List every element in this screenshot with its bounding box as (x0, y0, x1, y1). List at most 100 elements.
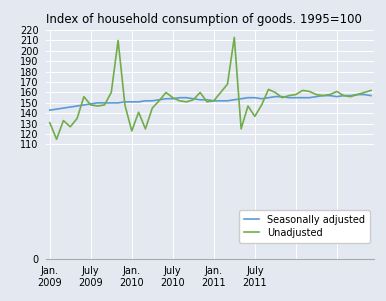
Seasonally adjusted (232, 98, 237, 101)
Seasonally adjusted (369, 94, 373, 98)
Unadjusted (191, 98, 196, 101)
Unadjusted (259, 103, 264, 107)
Seasonally adjusted (143, 99, 148, 103)
Unadjusted (109, 91, 113, 94)
Unadjusted (95, 104, 100, 108)
Unadjusted (68, 125, 73, 129)
Unadjusted (239, 127, 244, 131)
Unadjusted (205, 100, 209, 104)
Unadjusted (245, 104, 250, 108)
Seasonally adjusted (47, 108, 52, 112)
Unadjusted (218, 91, 223, 94)
Unadjusted (348, 95, 353, 98)
Unadjusted (143, 127, 148, 131)
Unadjusted (273, 91, 278, 94)
Unadjusted (266, 88, 271, 91)
Seasonally adjusted (191, 97, 196, 101)
Line: Seasonally adjusted: Seasonally adjusted (50, 95, 371, 110)
Unadjusted (212, 99, 216, 103)
Unadjusted (81, 95, 86, 98)
Unadjusted (88, 103, 93, 107)
Seasonally adjusted (335, 95, 339, 98)
Seasonally adjusted (341, 94, 346, 98)
Unadjusted (47, 121, 52, 124)
Seasonally adjusted (102, 101, 107, 105)
Seasonally adjusted (259, 97, 264, 101)
Unadjusted (225, 82, 230, 86)
Unadjusted (157, 99, 161, 103)
Unadjusted (54, 138, 59, 141)
Line: Unadjusted: Unadjusted (50, 37, 371, 139)
Unadjusted (335, 90, 339, 93)
Unadjusted (150, 106, 154, 110)
Seasonally adjusted (129, 100, 134, 104)
Seasonally adjusted (348, 94, 353, 98)
Seasonally adjusted (184, 96, 189, 100)
Seasonally adjusted (328, 94, 332, 98)
Seasonally adjusted (95, 101, 100, 105)
Unadjusted (341, 94, 346, 98)
Seasonally adjusted (88, 102, 93, 106)
Seasonally adjusted (212, 99, 216, 103)
Unadjusted (287, 94, 291, 98)
Unadjusted (75, 117, 80, 120)
Seasonally adjusted (205, 98, 209, 101)
Seasonally adjusted (150, 99, 154, 103)
Seasonally adjusted (362, 93, 366, 96)
Unadjusted (300, 88, 305, 92)
Unadjusted (369, 88, 373, 92)
Seasonally adjusted (54, 107, 59, 111)
Seasonally adjusted (116, 101, 120, 105)
Seasonally adjusted (198, 98, 202, 101)
Seasonally adjusted (218, 99, 223, 103)
Unadjusted (321, 94, 325, 98)
Unadjusted (362, 91, 366, 94)
Unadjusted (293, 93, 298, 96)
Unadjusted (171, 96, 175, 100)
Unadjusted (164, 91, 168, 94)
Seasonally adjusted (314, 95, 318, 98)
Seasonally adjusted (177, 96, 182, 100)
Seasonally adjusted (252, 96, 257, 100)
Seasonally adjusted (239, 97, 244, 101)
Seasonally adjusted (136, 100, 141, 104)
Seasonally adjusted (293, 96, 298, 100)
Seasonally adjusted (81, 103, 86, 107)
Unadjusted (102, 103, 107, 107)
Unadjusted (355, 93, 360, 96)
Unadjusted (307, 90, 312, 93)
Seasonally adjusted (307, 96, 312, 100)
Unadjusted (123, 103, 127, 107)
Seasonally adjusted (266, 96, 271, 100)
Text: Index of household consumption of goods. 1995=100: Index of household consumption of goods.… (46, 13, 362, 26)
Unadjusted (116, 39, 120, 42)
Unadjusted (129, 129, 134, 133)
Unadjusted (232, 36, 237, 39)
Unadjusted (184, 100, 189, 104)
Seasonally adjusted (171, 97, 175, 101)
Unadjusted (177, 99, 182, 103)
Unadjusted (198, 91, 202, 94)
Unadjusted (61, 119, 66, 123)
Unadjusted (280, 96, 284, 100)
Seasonally adjusted (123, 100, 127, 104)
Seasonally adjusted (157, 98, 161, 101)
Unadjusted (328, 93, 332, 96)
Seasonally adjusted (75, 104, 80, 108)
Unadjusted (252, 115, 257, 118)
Seasonally adjusted (225, 99, 230, 103)
Unadjusted (136, 110, 141, 114)
Legend: Seasonally adjusted, Unadjusted: Seasonally adjusted, Unadjusted (239, 210, 369, 243)
Seasonally adjusted (355, 93, 360, 96)
Seasonally adjusted (61, 106, 66, 110)
Seasonally adjusted (273, 95, 278, 98)
Unadjusted (314, 93, 318, 96)
Seasonally adjusted (245, 96, 250, 100)
Seasonally adjusted (300, 96, 305, 100)
Seasonally adjusted (321, 94, 325, 98)
Seasonally adjusted (68, 105, 73, 109)
Seasonally adjusted (109, 101, 113, 105)
Seasonally adjusted (164, 97, 168, 101)
Seasonally adjusted (280, 95, 284, 98)
Seasonally adjusted (287, 96, 291, 100)
